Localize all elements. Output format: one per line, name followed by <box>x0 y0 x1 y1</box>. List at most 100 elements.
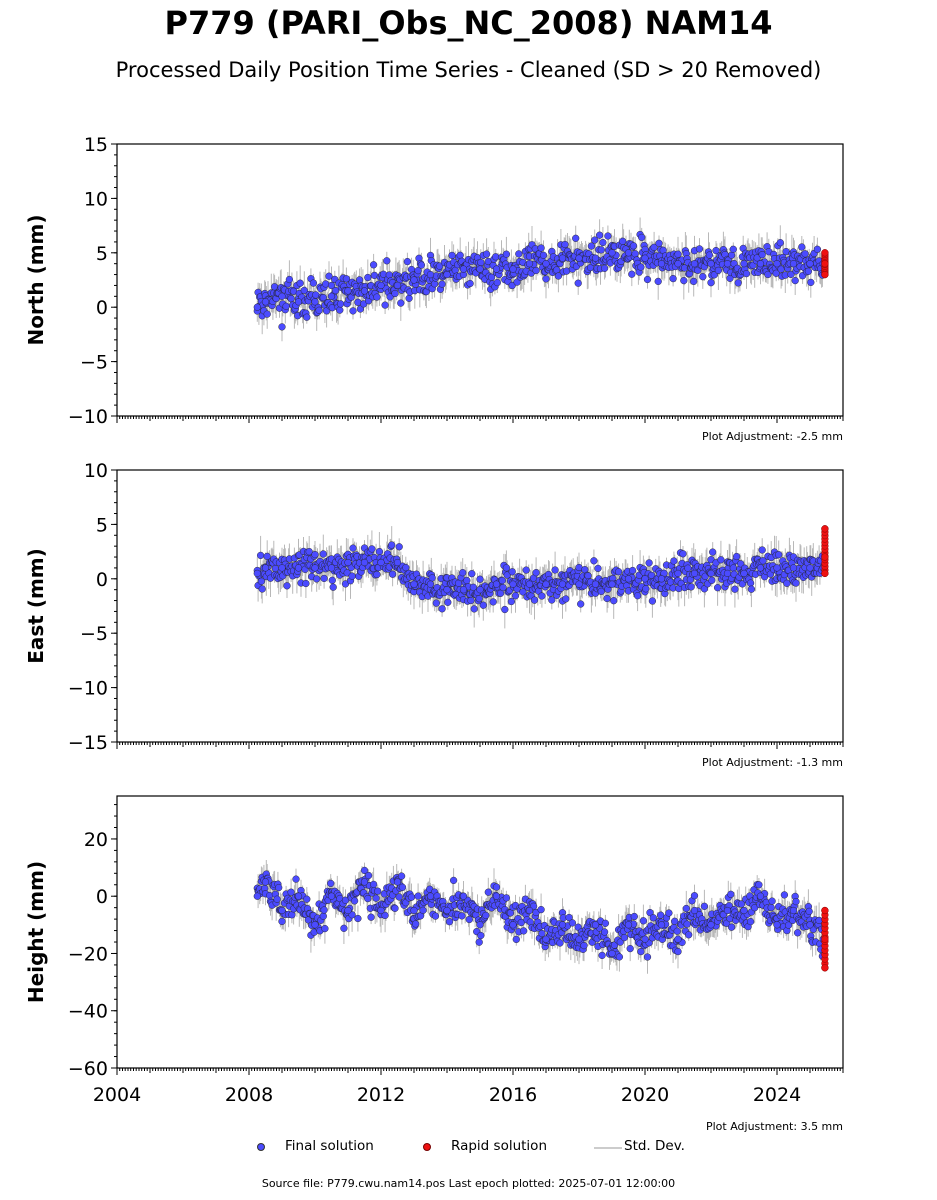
final-point <box>584 572 592 580</box>
final-point <box>319 912 327 920</box>
final-point <box>319 293 327 302</box>
final-point <box>709 548 717 556</box>
y-tick-label: 10 <box>84 460 108 482</box>
final-point <box>393 878 402 886</box>
final-point <box>631 250 639 258</box>
final-point <box>354 914 362 923</box>
final-point <box>426 892 435 900</box>
y-tick-label: 0 <box>96 886 108 908</box>
plot-adjustment-note: Plot Adjustment: -2.5 mm <box>702 430 843 443</box>
final-point <box>410 906 418 915</box>
final-point <box>403 257 412 266</box>
final-point <box>278 906 286 915</box>
final-point <box>723 260 732 268</box>
final-point <box>608 249 616 257</box>
final-point <box>768 897 776 905</box>
y-axis-label: North (mm) <box>24 214 48 345</box>
final-point <box>515 250 523 258</box>
y-tick-label: −20 <box>68 943 108 965</box>
final-point <box>608 580 616 588</box>
final-point <box>759 557 767 565</box>
final-point <box>414 892 422 900</box>
final-point <box>657 921 666 929</box>
final-point <box>639 917 648 925</box>
final-point <box>620 933 629 942</box>
final-point <box>344 287 352 295</box>
final-point <box>525 260 534 268</box>
final-point <box>591 254 600 262</box>
final-point <box>443 906 451 915</box>
final-point <box>459 892 468 900</box>
final-point <box>690 277 698 286</box>
final-point <box>530 596 539 604</box>
final-point <box>410 276 418 284</box>
final-point <box>428 574 436 582</box>
final-point <box>509 921 517 929</box>
plot-adjustment-note: Plot Adjustment: -1.3 mm <box>702 756 843 769</box>
final-point <box>708 576 716 584</box>
rapid-point <box>821 271 829 279</box>
final-point <box>614 568 623 576</box>
final-point <box>426 580 435 588</box>
final-point <box>459 265 468 273</box>
rapid-point <box>821 935 829 943</box>
final-point <box>356 305 365 313</box>
final-point <box>287 295 295 303</box>
final-point <box>707 260 715 268</box>
final-point <box>542 275 550 283</box>
final-point <box>476 265 484 273</box>
final-point <box>773 564 781 572</box>
final-point <box>431 912 440 920</box>
rapid-point <box>821 249 829 257</box>
final-point <box>755 881 763 889</box>
final-point <box>805 907 813 916</box>
final-point <box>705 251 714 259</box>
final-point <box>734 279 742 287</box>
final-point <box>360 878 369 886</box>
final-point <box>391 289 399 298</box>
final-point <box>397 872 406 880</box>
final-point <box>737 900 746 908</box>
final-point <box>350 897 359 905</box>
final-point <box>537 905 545 914</box>
final-point <box>732 552 741 561</box>
final-point <box>626 944 634 953</box>
final-point <box>313 575 321 583</box>
final-point <box>499 583 507 592</box>
final-point <box>407 893 416 901</box>
final-point <box>746 917 755 926</box>
final-point <box>695 245 704 253</box>
axes-frame <box>116 143 844 417</box>
y-tick-label: −15 <box>68 732 108 754</box>
y-tick-label: −60 <box>68 1058 108 1080</box>
final-point <box>575 254 583 262</box>
final-point <box>395 893 403 901</box>
final-point <box>674 260 682 268</box>
final-point <box>417 261 426 269</box>
final-point <box>649 914 657 922</box>
final-point <box>336 300 345 308</box>
final-point <box>525 580 534 588</box>
final-point <box>594 564 602 573</box>
final-point <box>608 949 616 958</box>
rapid-point <box>821 906 829 915</box>
final-point <box>687 583 695 591</box>
final-point <box>553 266 561 274</box>
final-point <box>458 912 466 920</box>
final-point <box>364 871 373 880</box>
final-point <box>645 559 653 567</box>
final-point <box>419 906 427 914</box>
final-point <box>740 569 748 578</box>
final-point <box>470 605 478 613</box>
final-point <box>374 887 382 895</box>
final-point <box>381 911 389 920</box>
final-point <box>591 921 600 929</box>
final-point <box>445 918 454 926</box>
final-point <box>327 892 336 900</box>
final-point <box>784 921 793 929</box>
final-point <box>296 279 304 287</box>
final-point <box>601 919 610 927</box>
final-point <box>685 931 693 939</box>
final-point <box>305 548 313 556</box>
